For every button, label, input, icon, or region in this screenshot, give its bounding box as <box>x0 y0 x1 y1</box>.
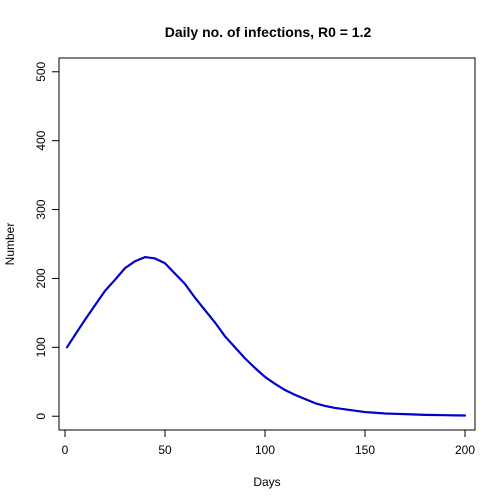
y-axis-label: Number <box>3 223 17 266</box>
series-line <box>65 255 467 417</box>
chart-title: Daily no. of infections, R0 = 1.2 <box>165 24 372 40</box>
series-layer <box>65 255 467 417</box>
x-tick-label: 150 <box>355 443 375 457</box>
y-tick-label: 100 <box>34 337 48 357</box>
y-tick-label: 400 <box>34 130 48 150</box>
y-tick-label: 0 <box>34 413 48 420</box>
y-axis: 0 100 200 300 400 500 <box>34 61 60 420</box>
plot-box <box>58 57 476 431</box>
x-axis: 0 50 100 150 200 <box>62 429 475 457</box>
y-tick-label: 200 <box>34 268 48 288</box>
x-tick-label: 50 <box>158 443 172 457</box>
x-tick-label: 0 <box>62 443 69 457</box>
x-tick-label: 200 <box>455 443 475 457</box>
x-tick-label: 100 <box>255 443 275 457</box>
x-axis-label: Days <box>253 475 280 489</box>
y-tick-label: 500 <box>34 61 48 81</box>
y-tick-label: 300 <box>34 199 48 219</box>
